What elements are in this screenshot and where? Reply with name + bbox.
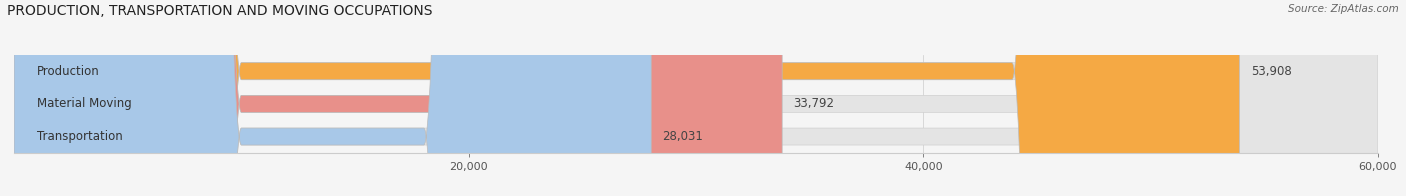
Text: Production: Production bbox=[37, 65, 100, 78]
FancyBboxPatch shape bbox=[14, 0, 1240, 196]
FancyBboxPatch shape bbox=[14, 0, 1378, 196]
Text: Material Moving: Material Moving bbox=[37, 97, 132, 110]
FancyBboxPatch shape bbox=[14, 0, 1378, 196]
Text: 53,908: 53,908 bbox=[1251, 65, 1292, 78]
Text: 33,792: 33,792 bbox=[793, 97, 835, 110]
Text: 28,031: 28,031 bbox=[662, 130, 703, 143]
Text: PRODUCTION, TRANSPORTATION AND MOVING OCCUPATIONS: PRODUCTION, TRANSPORTATION AND MOVING OC… bbox=[7, 4, 433, 18]
Text: Source: ZipAtlas.com: Source: ZipAtlas.com bbox=[1288, 4, 1399, 14]
FancyBboxPatch shape bbox=[14, 0, 782, 196]
FancyBboxPatch shape bbox=[14, 0, 651, 196]
FancyBboxPatch shape bbox=[14, 0, 1378, 196]
Text: Transportation: Transportation bbox=[37, 130, 122, 143]
